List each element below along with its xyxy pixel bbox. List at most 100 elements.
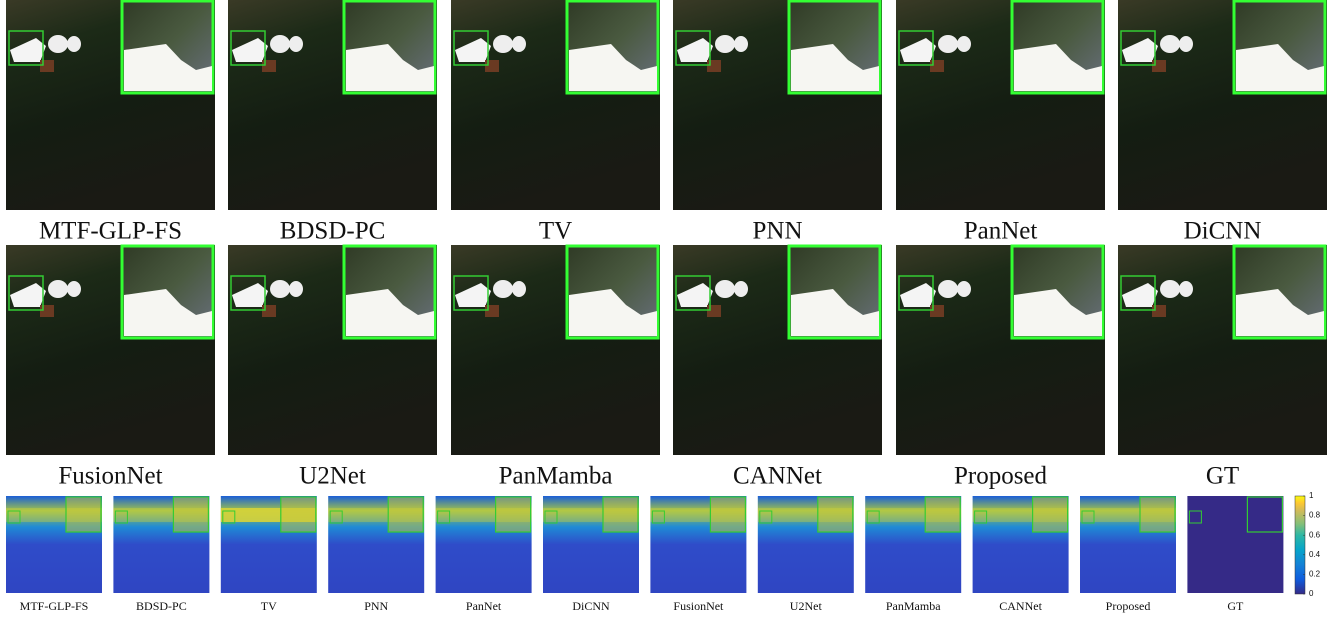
roof <box>707 305 721 317</box>
colorbar-tick-label: 0 <box>1309 589 1314 598</box>
zoom-inset <box>925 497 960 532</box>
building <box>715 280 735 298</box>
image-label: DiCNN <box>1184 218 1262 245</box>
error-map <box>973 496 1069 593</box>
satellite-image <box>6 0 215 210</box>
roof <box>485 60 499 72</box>
roof <box>485 305 499 317</box>
image-label: FusionNet <box>58 463 162 490</box>
building <box>734 281 748 297</box>
image-label: MTF-GLP-FS <box>39 218 182 245</box>
roof <box>930 60 944 72</box>
building <box>957 281 971 297</box>
building <box>1179 36 1193 52</box>
error-label: DiCNN <box>572 599 610 613</box>
satellite-image <box>896 245 1105 455</box>
zoom-inset <box>818 497 853 532</box>
building <box>938 35 958 53</box>
image-label: GT <box>1206 463 1239 490</box>
roof <box>707 60 721 72</box>
error-map <box>865 496 961 593</box>
error-label: PNN <box>364 599 388 613</box>
building <box>67 36 81 52</box>
building <box>67 281 81 297</box>
image-label: PanNet <box>964 218 1038 245</box>
roof <box>1152 60 1166 72</box>
satellite-image <box>228 0 437 210</box>
roof <box>40 305 54 317</box>
error-map <box>1187 496 1283 593</box>
image-label: BDSD-PC <box>280 218 386 245</box>
figure: MTF-GLP-FS BDSD-PC TV PNN PanNet DiCNN FusionN… <box>0 0 1340 618</box>
image-label: U2Net <box>299 463 366 490</box>
error-map <box>543 496 639 593</box>
error-label: BDSD-PC <box>136 599 187 613</box>
building <box>938 280 958 298</box>
zoom-inset <box>1140 497 1175 532</box>
error-label: PanNet <box>466 599 502 613</box>
colorbar-tick-label: 1 <box>1309 491 1314 500</box>
image-label: PNN <box>752 218 802 245</box>
satellite-image <box>228 245 437 455</box>
error-label: TV <box>261 599 277 613</box>
building <box>289 36 303 52</box>
roof <box>262 60 276 72</box>
building <box>734 36 748 52</box>
building <box>48 35 68 53</box>
error-map <box>328 496 424 593</box>
zoom-inset <box>1033 497 1068 532</box>
building <box>512 36 526 52</box>
satellite-image <box>6 245 215 455</box>
error-label: CANNet <box>999 599 1042 613</box>
satellite-image <box>451 0 660 210</box>
building <box>715 35 735 53</box>
error-label: PanMamba <box>886 599 941 613</box>
satellite-image <box>451 245 660 455</box>
building <box>48 280 68 298</box>
error-map <box>221 496 317 593</box>
building <box>270 35 290 53</box>
error-map <box>436 496 532 593</box>
satellite-image <box>896 0 1105 210</box>
roof <box>930 305 944 317</box>
building <box>270 280 290 298</box>
satellite-image <box>673 0 882 210</box>
building <box>289 281 303 297</box>
image-label: CANNet <box>733 463 822 490</box>
error-label: GT <box>1227 599 1244 613</box>
colorbar-tick-label: 0.6 <box>1309 530 1321 539</box>
building <box>493 35 513 53</box>
error-label: MTF-GLP-FS <box>20 599 89 613</box>
building <box>957 36 971 52</box>
building <box>1179 281 1193 297</box>
zoom-inset <box>496 497 531 532</box>
roof <box>40 60 54 72</box>
roof <box>262 305 276 317</box>
zoom-inset <box>173 497 208 532</box>
satellite-image <box>1118 0 1327 210</box>
error-label: FusionNet <box>673 599 724 613</box>
colorbar-tick-label: 0.2 <box>1309 570 1321 579</box>
colorbar-tick-label: 0.4 <box>1309 550 1321 559</box>
image-label: TV <box>539 218 572 245</box>
error-map <box>1080 496 1176 593</box>
image-label: Proposed <box>954 463 1048 490</box>
error-map <box>650 496 746 593</box>
error-label: U2Net <box>790 599 823 613</box>
building <box>1160 280 1180 298</box>
satellite-image <box>1118 245 1327 455</box>
roof <box>1152 305 1166 317</box>
error-label: Proposed <box>1106 599 1151 613</box>
colorbar-tick-label: 0.8 <box>1309 511 1321 520</box>
building <box>512 281 526 297</box>
error-map <box>758 496 854 593</box>
zoom-inset <box>603 497 638 532</box>
image-label: PanMamba <box>499 463 613 490</box>
zoom-inset <box>388 497 423 532</box>
zoom-inset <box>281 497 316 532</box>
error-map <box>6 496 102 593</box>
zoom-inset <box>66 497 101 532</box>
building <box>493 280 513 298</box>
colorbar <box>1295 496 1305 594</box>
zoom-inset <box>710 497 745 532</box>
